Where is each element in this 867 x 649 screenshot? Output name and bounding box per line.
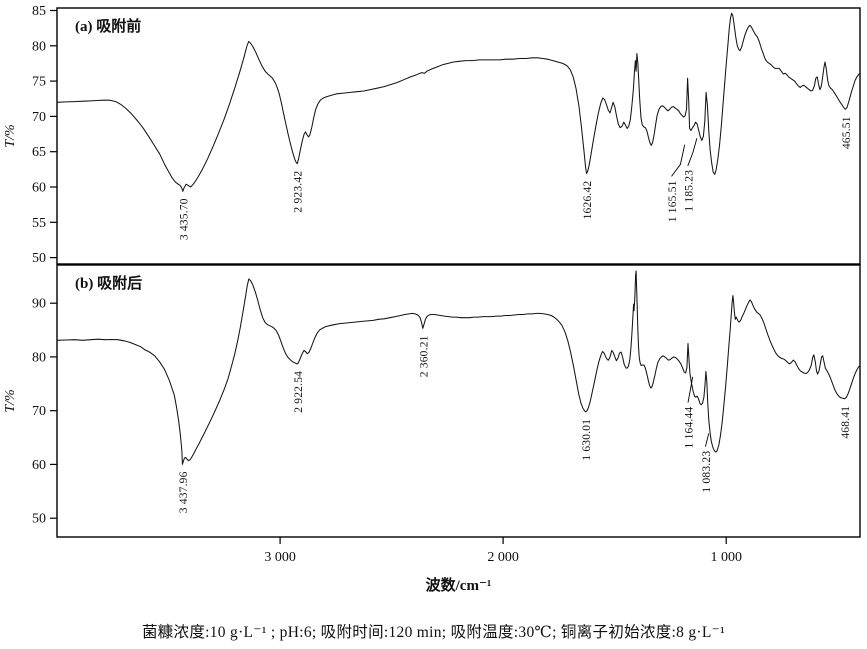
panel-b-title: (b) 吸附后 bbox=[75, 274, 142, 292]
panel-b-peak-label: 2 360.21 bbox=[418, 335, 430, 377]
panel-a-spectrum-curve bbox=[56, 12, 861, 192]
panel-b-peak-label: 1 630.01 bbox=[581, 419, 593, 461]
panel-b-peak-label: 3 437.96 bbox=[178, 471, 190, 513]
panel-a-peak-label: 1 185.23 bbox=[683, 170, 695, 212]
panel-b-peak-leader bbox=[704, 433, 710, 447]
panel-b-y-axis-title: T/% bbox=[3, 389, 18, 412]
panel-a-peak-label: 1626.42 bbox=[582, 181, 594, 220]
panel-a-peak-leader bbox=[671, 144, 686, 177]
panel-a-y-tick-label: 60 bbox=[32, 181, 46, 196]
x-axis-tick-label: 2 000 bbox=[487, 550, 519, 565]
panel-a-y-tick-label: 55 bbox=[32, 216, 46, 231]
panel-b-peak-label: 1 164.44 bbox=[684, 407, 696, 449]
panel-a-title: (a) 吸附前 bbox=[75, 17, 141, 35]
panel-a-y-tick-label: 80 bbox=[32, 39, 46, 54]
x-axis-title: 波数/cm⁻¹ bbox=[426, 576, 492, 594]
panel-b-peak-label: 1 083.23 bbox=[701, 451, 713, 493]
panel-b-peak-label: 2 922.54 bbox=[293, 371, 305, 413]
panel-a-peak-leader bbox=[687, 138, 698, 166]
panel-b-peak-leader bbox=[687, 376, 694, 403]
panel-a-frame bbox=[56, 7, 861, 265]
panel-a-y-axis-title: T/% bbox=[3, 124, 18, 147]
panel-b-y-tick-label: 60 bbox=[32, 458, 46, 473]
panel-b-y-tick-label: 80 bbox=[32, 350, 46, 365]
panel-a-y-tick-label: 50 bbox=[32, 251, 46, 266]
panel-a-peak-label: 465.51 bbox=[841, 116, 853, 149]
panel-a-peak-label: 3 435.70 bbox=[178, 198, 190, 240]
panel-b-frame bbox=[56, 264, 861, 538]
panel-a-peak-label: 2 923.42 bbox=[293, 171, 305, 213]
panel-b-y-tick-label: 70 bbox=[32, 404, 46, 419]
panel-b-y-tick-label: 90 bbox=[32, 297, 46, 312]
panel-a-y-tick-label: 65 bbox=[32, 145, 46, 160]
panel-a-y-tick-label: 70 bbox=[32, 110, 46, 125]
panel-a-y-tick-label: 85 bbox=[32, 4, 46, 19]
figure-caption: 菌糠浓度:10 g·L⁻¹ ; pH:6; 吸附时间:120 min; 吸附温度… bbox=[141, 624, 726, 641]
x-axis-tick-label: 1 000 bbox=[710, 550, 742, 565]
panel-b-y-tick-label: 50 bbox=[32, 512, 46, 527]
panel-b-peak-label: 468.41 bbox=[840, 406, 852, 439]
panel-a-y-tick-label: 75 bbox=[32, 75, 46, 90]
x-axis-tick-label: 3 000 bbox=[264, 550, 296, 565]
ftir-chart: 50 55 60 65 70 75 80 85 T/% (a) 吸附前 3 435.70 2 923.… bbox=[3, 4, 861, 594]
panel-b-spectrum-curve bbox=[56, 270, 861, 465]
panel-a-peak-label: 1 165.51 bbox=[667, 180, 679, 222]
